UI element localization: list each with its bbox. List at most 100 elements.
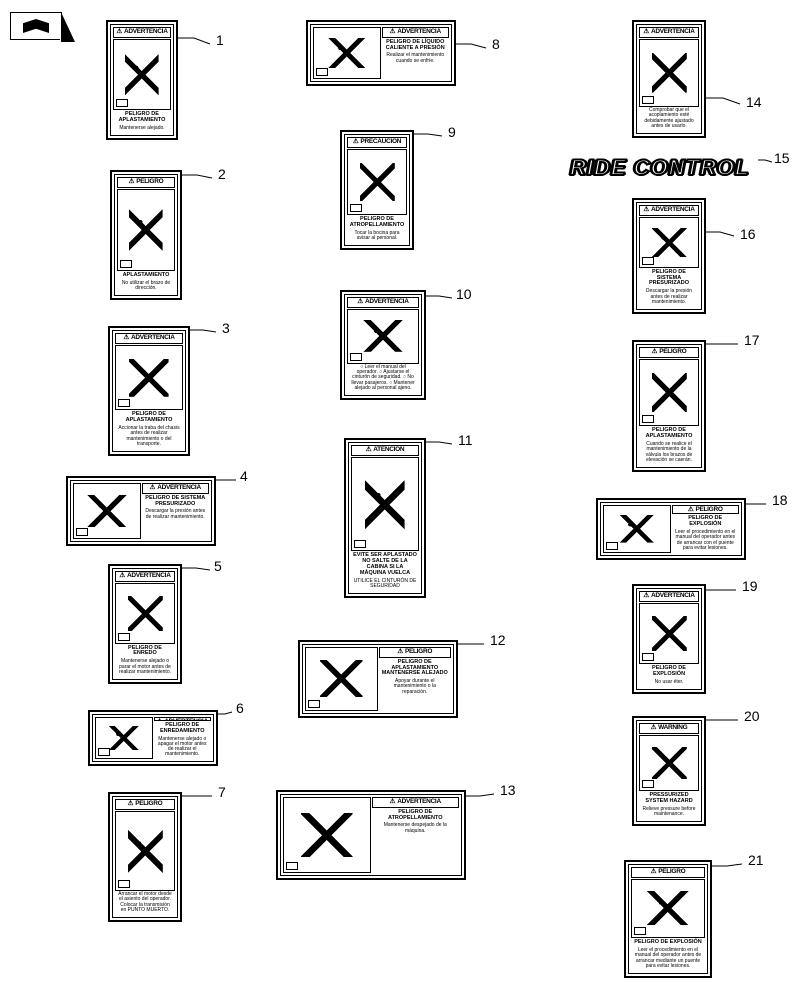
decal-pictogram [283,797,371,873]
callout-number-21: 21 [748,852,764,868]
decal-pictogram [631,879,705,938]
decal-5: ADVERTENCIA PELIGRO DE ENREDOMantenerse a… [108,564,182,684]
decal-pictogram [95,717,153,759]
decal-body: APLASTAMIENTO [117,272,175,280]
decal-subbody: Accionar la traba del chasis antes de re… [115,426,183,449]
decal-subbody: Relieve pressure before maintenance. [639,807,699,820]
decal-body: EVITE SER APLASTADO NO SALTE DE LA CABIN… [351,552,419,577]
decal-header: ADVERTENCIA [154,717,212,721]
decal-header: ADVERTENCIA [372,797,460,808]
decal-pictogram [639,217,699,268]
decal-body: PELIGRO DE ENREDO [115,645,175,659]
decal-header: ADVERTENCIA [639,591,699,602]
decal-21: PELIGROPELIGRO DE EXPLOSIÓNLeer el proce… [624,860,712,978]
decal-subbody: Mantenerse alejado o apagar el motor ant… [154,737,212,760]
decal-14: ADVERTENCIAComprobar que el acoplamiento… [632,20,706,138]
decal-pictogram [115,345,183,411]
decal-pictogram [351,457,419,552]
decal-13: ADVERTENCIAPELIGRO DE ATROPELLAMIENTOMan… [276,790,466,880]
callout-number-7: 7 [218,784,226,800]
callout-number-17: 17 [744,332,760,348]
decal-pictogram [313,27,381,79]
decal-subbody: Comprobar que el acoplamiento esté debid… [639,108,699,131]
decal-body: PELIGRO DE LÍQUIDO CALIENTE A PRESIÓN [382,39,450,53]
decal-11: ATENCIÓN EVITE SER APLASTADO NO SALTE DE … [344,438,426,598]
decal-4: ADVERTENCIAPELIGRO DE SISTEMA PRESURIZAD… [66,476,216,546]
decal-body: PRESSURIZED SYSTEM HAZARD [639,792,699,806]
decal-body: PELIGRO DE SISTEMA PRESURIZADO [639,269,699,288]
callout-number-6: 6 [236,700,244,716]
decal-subbody: ○ Leer el manual del operador. ○ Ajustar… [347,365,419,393]
decal-pictogram [113,39,171,110]
callout-number-20: 20 [744,708,760,724]
decal-pictogram [639,603,699,664]
decal-7: PELIGROArrancar el motor desde el asient… [108,792,182,922]
decal-pictogram [603,505,671,553]
decal-body: PELIGRO DE APLASTAMIENTO [113,111,171,125]
callout-number-15: 15 [774,150,790,166]
callout-number-5: 5 [214,558,222,574]
callout-number-10: 10 [456,286,472,302]
decal-body: PELIGRO DE ATROPELLAMIENTO [372,809,460,823]
decal-header: ATENCIÓN [351,445,419,456]
decal-body: PELIGRO DE ATROPELLAMIENTO [347,216,407,230]
decal-20: WARNING PRESSURIZED SYSTEM HAZARDRelieve … [632,716,706,826]
decal-pictogram [639,39,699,107]
decal-body: PELIGRO DE APLASTAMIENTO MANTENERSE ALEJ… [379,659,452,678]
decal-1: ADVERTENCIAPELIGRO DE APLASTAMIENTOMante… [106,20,178,140]
decal-2: PELIGRO APLASTAMIENTONo utilizar el brazo… [110,170,182,300]
decal-3: ADVERTENCIAPELIGRO DE APLASTAMIENTOAccio… [108,326,190,456]
decal-subbody: Leer el procedimiento en el manual del o… [631,948,705,971]
decal-subbody: Descargar la presión antes de realizar m… [639,289,699,307]
decal-9: PRECAUCIÓN PELIGRO DE ATROPELLAMIENTOToca… [340,130,414,250]
callout-number-2: 2 [218,166,226,182]
decal-header: PELIGRO [631,867,705,878]
decal-subbody: Apoyar durante el mantenimiento o la rep… [379,679,452,697]
decal-header: PELIGRO [117,177,175,188]
decal-body: PELIGRO DE SISTEMA PRESURIZADO [142,495,210,509]
decal-header: PRECAUCIÓN [347,137,407,148]
decal-header: ADVERTENCIA [382,27,450,38]
decal-body: PELIGRO DE EXPLOSIÓN [672,515,740,529]
decal-body: PELIGRO DE EXPLOSIÓN [639,665,699,679]
callout-number-16: 16 [740,226,756,242]
decal-subbody: Descargar la presión antes de realizar m… [142,509,210,522]
page-tab-icon [10,12,62,40]
decal-header: PELIGRO [379,647,452,658]
decal-subbody: No utilizar el brazo de dirección. [117,281,175,294]
decal-pictogram [305,647,378,711]
decal-subbody: UTILICE EL CINTURÓN DE SEGURIDAD [351,579,419,592]
decal-16: ADVERTENCIAPELIGRO DE SISTEMA PRESURIZAD… [632,198,706,314]
decal-subbody: Mantenerse alejado o parar el motor ante… [115,659,175,677]
decal-header: ADVERTENCIA [115,571,175,582]
decal-17: PELIGROPELIGRO DE APLASTAMIENTOCuando se… [632,340,706,472]
callout-number-18: 18 [772,492,788,508]
decal-pictogram [639,735,699,791]
decal-subbody: Tocar la bocina para avisar al personal. [347,231,407,244]
decal-subbody: Cuando se realice el mantenimiento de la… [639,442,699,465]
callout-number-1: 1 [216,32,224,48]
decal-header: WARNING [639,723,699,734]
decal-pictogram [639,359,699,427]
decal-header: ADVERTENCIA [142,483,210,494]
decal-subbody: Arrancar el motor desde el asiento del o… [115,892,175,915]
decal-pictogram [115,811,175,891]
decal-pictogram [347,149,407,215]
decal-body: PELIGRO DE ENREDAMIENTO [154,722,212,736]
callout-number-19: 19 [742,578,758,594]
callout-number-9: 9 [448,124,456,140]
ride-control-logo: RIDE CONTROL [570,155,749,181]
decal-subbody: No usar éter. [639,680,699,687]
decal-body: PELIGRO DE APLASTAMIENTO [639,427,699,441]
decal-8: ADVERTENCIAPELIGRO DE LÍQUIDO CALIENTE A… [306,20,456,86]
decal-body: PELIGRO DE APLASTAMIENTO [115,411,183,425]
decal-subbody: Leer el procedimiento en el manual del o… [672,530,740,553]
callout-number-4: 4 [240,468,248,484]
callout-number-8: 8 [492,36,500,52]
callout-number-11: 11 [458,432,473,448]
decal-header: PELIGRO [672,505,740,514]
decal-pictogram [117,189,175,271]
decal-subbody: Mantenerse despejado de la máquina. [372,823,460,836]
callout-number-14: 14 [746,94,762,110]
callout-number-12: 12 [490,632,506,648]
